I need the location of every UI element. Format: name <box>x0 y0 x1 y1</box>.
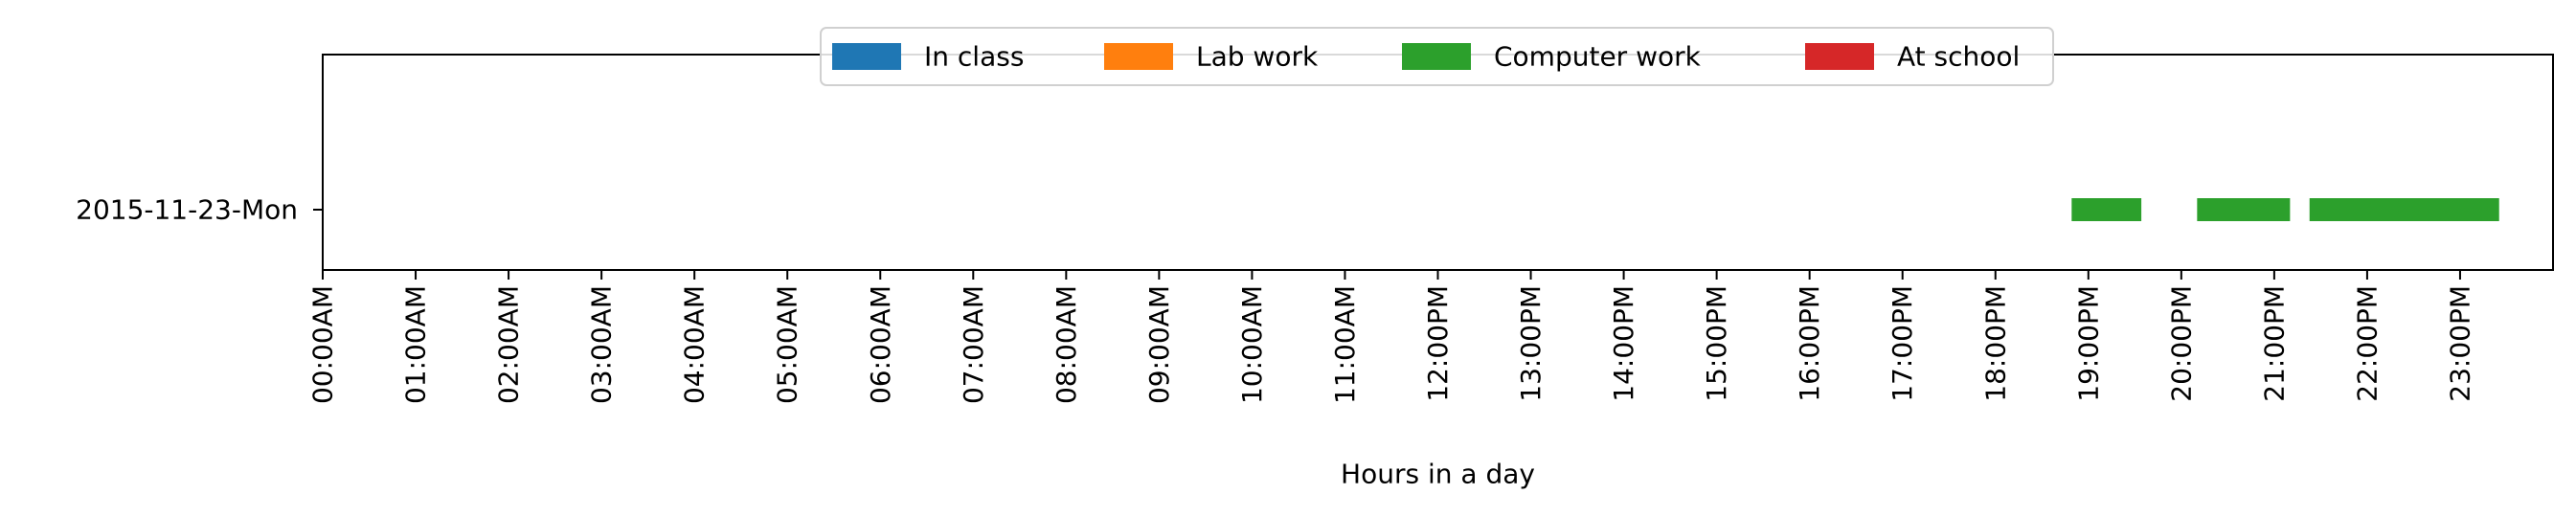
x-tick-label: 22:00PM <box>2351 285 2383 402</box>
x-tick-label: 19:00PM <box>2072 285 2104 402</box>
x-tick-label: 18:00PM <box>1979 285 2011 402</box>
legend-label-computer-work: Computer work <box>1494 41 1702 73</box>
x-axis-title: Hours in a day <box>1341 459 1535 490</box>
x-tick-label: 09:00AM <box>1143 285 1175 404</box>
activity-segments <box>2071 198 2499 221</box>
plot-area <box>322 54 2554 271</box>
x-tick-label: 20:00PM <box>2165 285 2197 402</box>
x-tick-label: 23:00PM <box>2444 285 2475 402</box>
x-tick-label: 12:00PM <box>1422 285 1454 402</box>
x-tick-label: 13:00PM <box>1515 285 1547 402</box>
x-tick-label: 08:00AM <box>1051 285 1082 404</box>
legend-label-at-school: At school <box>1897 41 2020 73</box>
legend: In class Lab work Computer work At school <box>820 27 2054 86</box>
x-tick-label: 01:00AM <box>400 285 432 404</box>
x-tick-label: 11:00AM <box>1329 285 1361 404</box>
segment-computer-work-1 <box>2071 198 2142 221</box>
x-tick-label: 06:00AM <box>865 285 896 404</box>
y-axis: 2015-11-23-Mon <box>76 194 323 226</box>
legend-swatch-at-school <box>1805 43 1874 70</box>
segment-computer-work-3 <box>2309 198 2499 221</box>
x-tick-label: 10:00AM <box>1236 285 1268 404</box>
legend-swatch-lab-work <box>1104 43 1173 70</box>
x-tick-label: 14:00PM <box>1608 285 1639 402</box>
segment-computer-work-2 <box>2197 198 2291 221</box>
x-tick-label: 15:00PM <box>1701 285 1732 402</box>
x-tick-label: 04:00AM <box>679 285 711 404</box>
x-tick-label: 21:00PM <box>2258 285 2290 402</box>
x-tick-label: 17:00PM <box>1887 285 1918 402</box>
legend-swatch-computer-work <box>1402 43 1471 70</box>
plot-frame <box>322 54 2554 271</box>
x-axis: 00:00AM 01:00AM 02:00AM 03:00AM 04:00AM 05:00… <box>307 270 2475 404</box>
x-tick-label: 03:00AM <box>586 285 618 404</box>
x-tick-label: 00:00AM <box>307 285 339 404</box>
x-tick-label: 05:00AM <box>772 285 803 404</box>
y-tick-label: 2015-11-23-Mon <box>76 194 298 226</box>
x-tick-label: 16:00PM <box>1794 285 1825 402</box>
legend-label-lab-work: Lab work <box>1196 41 1319 73</box>
x-tick-label: 02:00AM <box>493 285 525 404</box>
x-tick-label: 07:00AM <box>958 285 989 404</box>
legend-label-in-class: In class <box>924 41 1024 73</box>
legend-swatch-in-class <box>832 43 901 70</box>
